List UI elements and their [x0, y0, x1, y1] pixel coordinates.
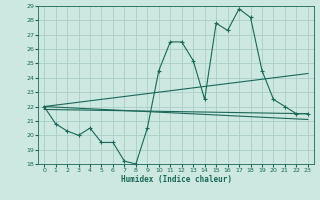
X-axis label: Humidex (Indice chaleur): Humidex (Indice chaleur) — [121, 175, 231, 184]
